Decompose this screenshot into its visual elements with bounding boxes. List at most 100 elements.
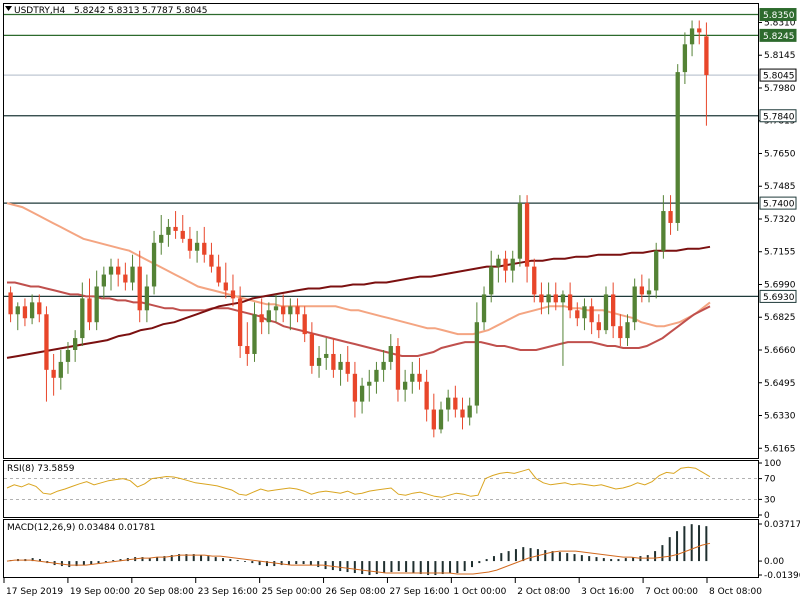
level-tag-label: 5.8245 (763, 32, 795, 42)
time-tick-label: 7 Oct 00:00 (645, 587, 698, 597)
macd-bar (456, 561, 459, 574)
candle-body (359, 385, 365, 402)
level-tag-label: 5.6930 (763, 293, 795, 303)
ma-slow-line (6, 245, 711, 359)
candle-body (194, 242, 200, 251)
time-tick-label: 19 Sep 00:00 (70, 587, 130, 597)
candle-body (654, 250, 659, 291)
macd-bar (375, 561, 378, 575)
candle-body (230, 290, 236, 299)
macd-bar (434, 561, 437, 576)
time-tick-label: 2 Oct 08:00 (517, 587, 570, 597)
macd-bar (427, 561, 430, 576)
dropdown-arrow-icon[interactable] (5, 6, 12, 11)
candle-body (646, 290, 652, 295)
time-tick-label: 23 Sep 16:00 (198, 587, 258, 597)
macd-tick-label: 0.03717 (764, 520, 800, 530)
candle-body (331, 353, 336, 370)
macd-bar (368, 561, 371, 576)
macd-bar (119, 559, 122, 562)
macd-bar (471, 561, 474, 568)
time-tick-label: 26 Sep 08:00 (326, 587, 386, 597)
level-tag-label: 5.8045 (763, 72, 795, 82)
candle-body (51, 369, 56, 378)
macd-bar (148, 558, 151, 562)
candle-body (395, 346, 401, 390)
level-tag-label: 5.8350 (763, 11, 795, 21)
rsi-title: RSI(8) 73.5859 (7, 464, 75, 474)
macd-axis: 0.03717 0.00 -0.01396 (758, 520, 800, 581)
price-axis: 5.83105.81455.79805.78155.76505.74855.73… (758, 18, 796, 454)
macd-bar (280, 561, 283, 566)
macd-bar (617, 559, 620, 562)
candle-body (553, 294, 558, 303)
price-tick-label: 5.8145 (764, 51, 796, 61)
candle-body (295, 306, 300, 315)
time-tick-label: 17 Sep 2019 (6, 587, 63, 597)
candle-body (209, 254, 214, 267)
ohlc-low: 5.7787 (142, 6, 174, 16)
candle-body (460, 409, 465, 418)
candle-body (144, 286, 150, 311)
macd-bar (207, 556, 210, 562)
macd-bar (485, 559, 488, 562)
macd-bar (258, 561, 261, 566)
macd-bar (478, 561, 481, 564)
rsi-tick-label: 70 (764, 475, 776, 485)
macd-bar (668, 537, 671, 562)
ohlc-high: 5.8313 (108, 6, 140, 16)
macd-bar (566, 553, 569, 562)
candle-body (72, 338, 78, 350)
macd-bar (214, 557, 217, 562)
macd-bar (163, 556, 166, 562)
macd-bar (317, 561, 320, 568)
price-tick-label: 5.7980 (764, 84, 796, 94)
candle-body (417, 373, 422, 382)
macd-bar (104, 561, 107, 563)
candle-body (159, 234, 164, 243)
candle-body (575, 310, 580, 319)
candle-body (101, 274, 106, 287)
macd-bar (690, 524, 693, 562)
candle-body (116, 266, 121, 275)
candle-body (137, 266, 142, 311)
candle-body (632, 286, 637, 323)
candle-body (438, 409, 444, 430)
macd-panel (3, 519, 759, 578)
level-tag-label: 5.7400 (763, 200, 795, 210)
candle-body (309, 334, 315, 366)
macd-bar (536, 549, 539, 562)
macd-bar (390, 561, 393, 573)
macd-bar (500, 553, 503, 562)
macd-bar (544, 550, 547, 562)
macd-bar (287, 561, 290, 566)
candle-body (668, 211, 673, 223)
candle-body (302, 314, 307, 335)
macd-bar (361, 561, 364, 575)
candle-body (689, 28, 695, 45)
price-tick-label: 5.6495 (764, 379, 796, 389)
candle-body (402, 381, 408, 390)
candle-body (611, 294, 616, 327)
macd-bar (302, 561, 305, 565)
macd-bar (31, 558, 34, 562)
candle-body (266, 310, 271, 323)
level-tag-box (759, 289, 797, 303)
price-tick-label: 5.6660 (764, 346, 796, 356)
macd-bar (522, 547, 525, 562)
level-tag-box (759, 196, 797, 210)
macd-bar (580, 555, 583, 562)
candle-body (675, 72, 680, 223)
macd-bar (82, 561, 85, 566)
candle-body (324, 353, 329, 358)
candle-body (259, 314, 264, 323)
macd-bar (463, 561, 466, 572)
macd-bar (661, 545, 664, 562)
macd-bar (558, 552, 561, 562)
candle-body (388, 346, 393, 362)
rsi-tick-label: 0 (764, 511, 770, 521)
candle-body (446, 397, 451, 410)
price-tick-label: 5.7155 (764, 248, 796, 258)
candle-body (481, 294, 487, 323)
candle-body (288, 306, 293, 315)
